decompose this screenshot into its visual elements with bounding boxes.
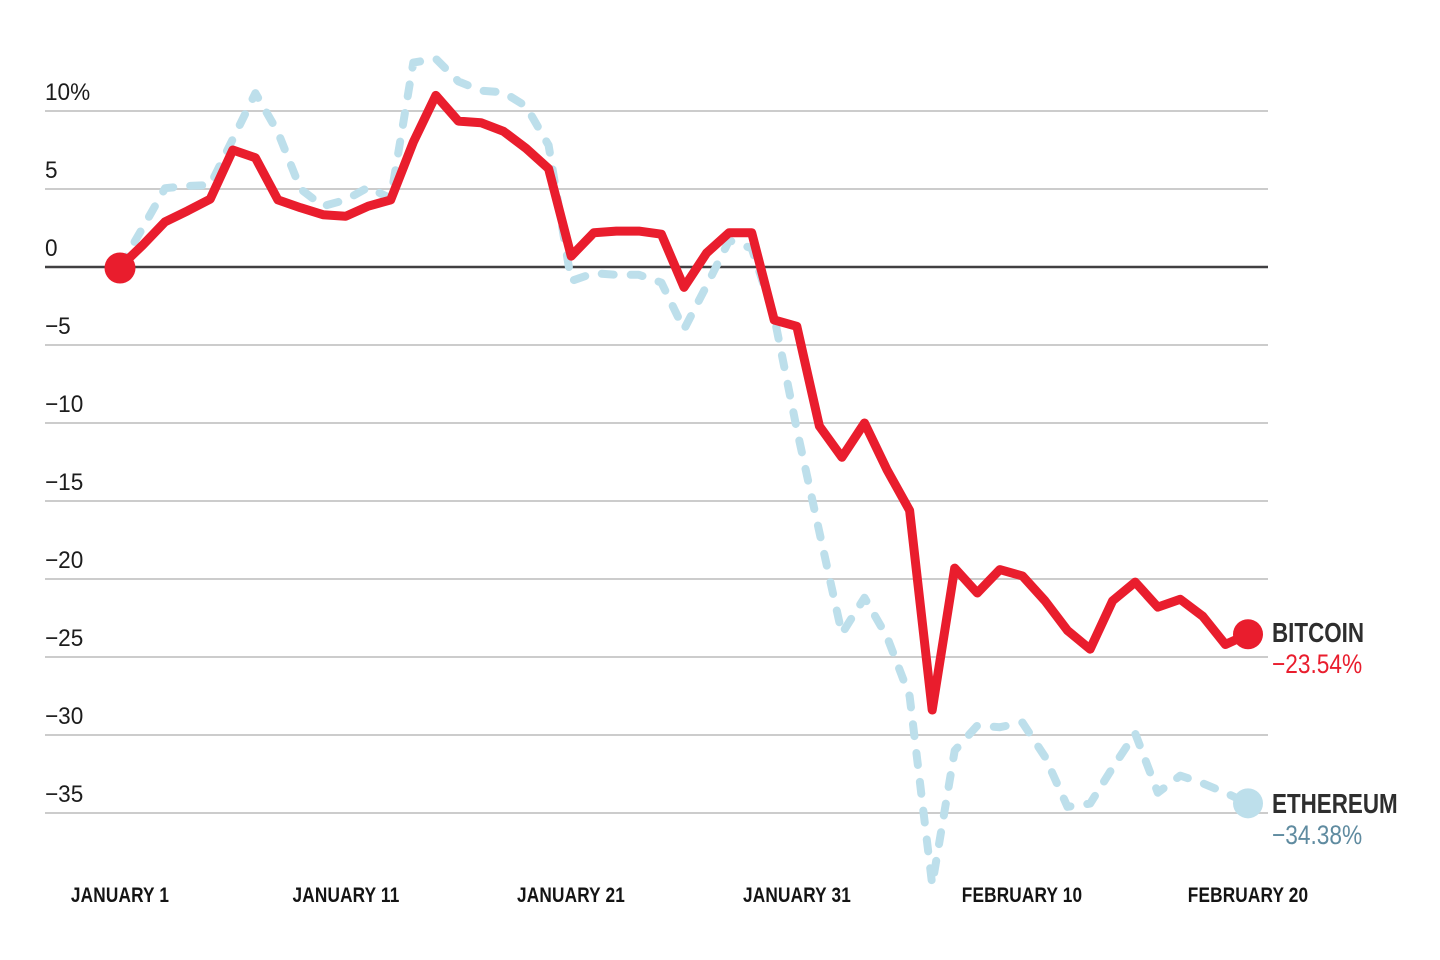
bitcoin-start-dot bbox=[104, 252, 136, 284]
legend-bitcoin: BITCOIN −23.54% bbox=[1272, 617, 1387, 680]
bitcoin-series-label: BITCOIN bbox=[1272, 617, 1365, 648]
y-tick-label: −5 bbox=[45, 313, 71, 340]
x-tick-label: JANUARY 21 bbox=[517, 884, 626, 907]
y-tick-label: 0 bbox=[45, 235, 58, 262]
y-tick-label: −25 bbox=[45, 625, 84, 652]
y-tick-label: −10 bbox=[45, 391, 84, 418]
bitcoin-line bbox=[115, 90, 1253, 715]
ethereum-change-value: −34.38% bbox=[1272, 820, 1363, 850]
ethereum-line bbox=[116, 54, 1252, 889]
y-tick-label: −15 bbox=[45, 469, 84, 496]
y-tick-label: −20 bbox=[45, 547, 84, 574]
x-tick-label: FEBRUARY 20 bbox=[1187, 884, 1309, 907]
y-tick-label: 10% bbox=[45, 79, 91, 106]
x-tick-label: JANUARY 1 bbox=[70, 884, 170, 907]
x-tick-label: JANUARY 31 bbox=[742, 884, 851, 907]
bitcoin-end-dot bbox=[1233, 619, 1263, 650]
y-tick-label: 5 bbox=[45, 157, 58, 184]
y-tick-label: −35 bbox=[45, 781, 84, 808]
ethereum-series-label: ETHEREUM bbox=[1272, 788, 1398, 819]
x-tick-label: FEBRUARY 10 bbox=[962, 884, 1083, 907]
x-tick-label: JANUARY 11 bbox=[292, 884, 400, 907]
bitcoin-change-value: −23.54% bbox=[1272, 649, 1363, 679]
y-tick-label: −30 bbox=[45, 703, 84, 730]
ethereum-end-dot bbox=[1233, 788, 1263, 819]
legend-ethereum: ETHEREUM −34.38% bbox=[1272, 788, 1429, 851]
